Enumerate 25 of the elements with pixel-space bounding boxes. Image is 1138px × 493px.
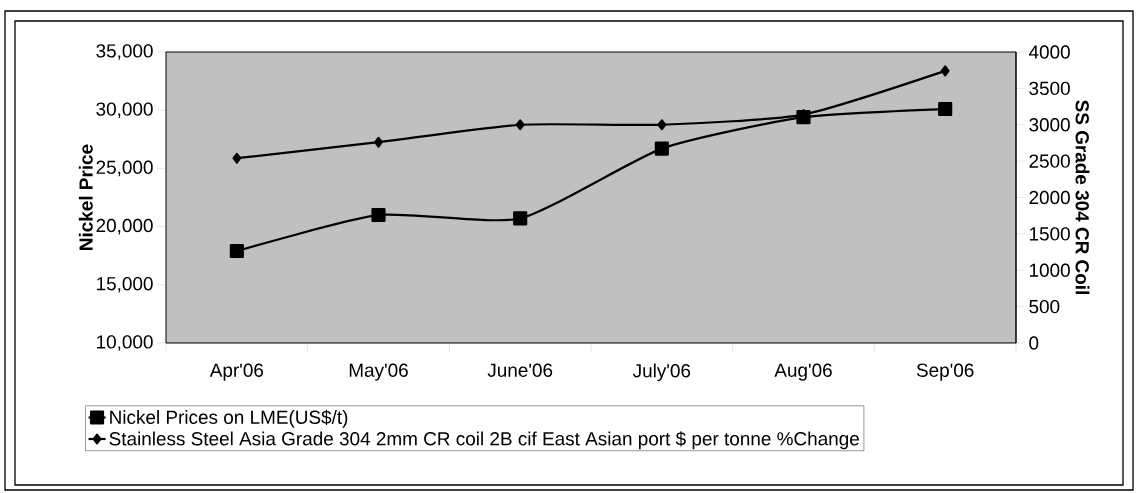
y2-axis-title: SS Grade 304 CR Coil bbox=[1075, 100, 1090, 294]
y2-tick-label: 500 bbox=[1029, 299, 1060, 314]
y2-tick-label: 1000 bbox=[1029, 263, 1070, 277]
legend-label: Nickel Prices on LME(US$/t) bbox=[110, 409, 348, 428]
y2-tick-label: 0 bbox=[1029, 336, 1039, 350]
y2-tick-label: 1500 bbox=[1029, 227, 1070, 241]
y-tick-label: 10,000 bbox=[97, 335, 153, 351]
x-tick-label: May'06 bbox=[349, 363, 408, 381]
y-tick-label: 20,000 bbox=[96, 218, 153, 235]
y2-tick-label: 2000 bbox=[1029, 190, 1070, 205]
x-tick-label: Sep'06 bbox=[916, 363, 974, 381]
y2-tick-label: 3000 bbox=[1029, 118, 1070, 132]
y-tick-label: 25,000 bbox=[96, 160, 153, 177]
x-tick-label: June'06 bbox=[487, 363, 553, 377]
y-tick-label: 30,000 bbox=[96, 102, 153, 119]
y2-tick-label: 4000 bbox=[1028, 45, 1070, 59]
y2-tick-label: 2500 bbox=[1029, 154, 1070, 168]
x-tick-label: July'06 bbox=[632, 363, 691, 382]
y-tick-label: 35,000 bbox=[96, 44, 153, 60]
y2-tick-label: 3500 bbox=[1029, 81, 1070, 96]
y-tick-label: 15,000 bbox=[97, 276, 153, 293]
x-tick-label: Apr'06 bbox=[209, 363, 264, 381]
y-axis-title: Nickel Price bbox=[78, 144, 93, 250]
x-tick-label: Aug'06 bbox=[774, 363, 832, 381]
legend-label: Stainless Steel Asia Grade 304 2mm CR coil 2B cif East Asian port $ per tonne %Change bbox=[109, 431, 859, 450]
